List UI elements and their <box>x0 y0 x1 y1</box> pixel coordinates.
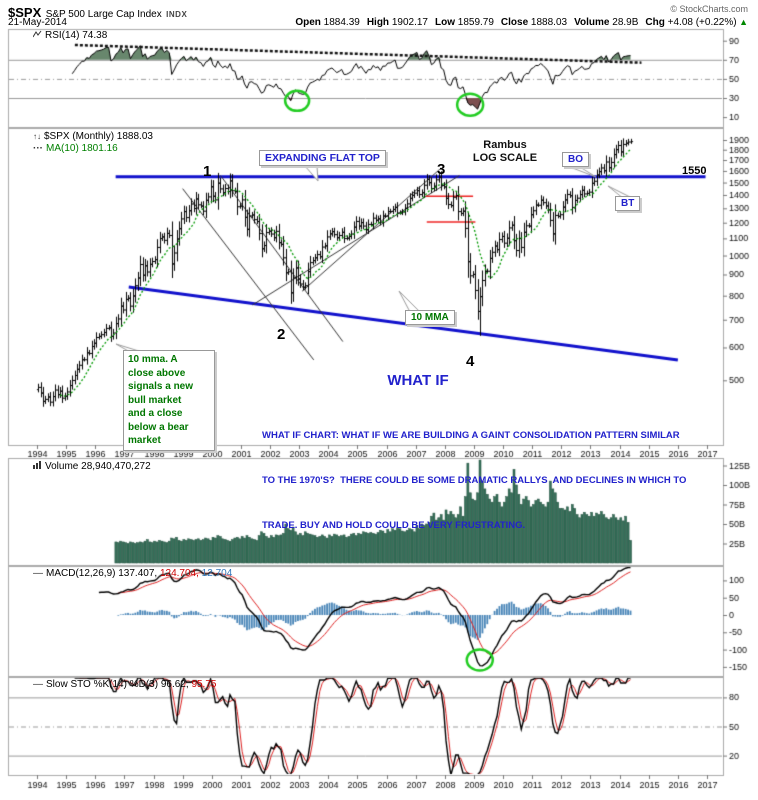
quote-bar: Open 1884.39 High 1902.17 Low 1859.79 Close… <box>288 17 748 28</box>
level-1550-label: 1550 <box>682 164 707 177</box>
log-scale-note: Rambus LOG SCALE <box>472 139 538 164</box>
point-4-label: 4 <box>466 353 475 370</box>
sto-legend: — Slow STO %K(14) %D(3) 96.62, 95.75 <box>33 679 217 690</box>
point-1-label: 1 <box>203 163 212 180</box>
expanding-flat-top-callout: EXPANDING FLAT TOP <box>259 150 386 166</box>
header: $SPX S&P 500 Large Cap Index INDX <box>8 4 187 22</box>
macd-line-icon: — <box>33 568 43 579</box>
symbol-label: $SPX <box>8 5 42 20</box>
rsi-line-icon <box>32 30 42 41</box>
price-legend: ↑↓ $SPX (Monthly) 1888.03 <box>33 131 153 142</box>
ma-legend: ··· MA(10) 1801.16 <box>33 143 118 154</box>
quote-label: Close <box>500 17 529 28</box>
ohlc-bars-icon: ↑↓ <box>33 132 41 141</box>
what-if-paragraph: WHAT IF CHART: WHAT IF WE ARE BUILDING A… <box>262 430 687 531</box>
chart-date: 21-May-2014 <box>8 17 67 28</box>
point-2-label: 2 <box>277 326 286 343</box>
mma-note-box: 10 mma. A close above signals a new bull… <box>123 350 215 451</box>
macd-legend: — MACD(12,26,9) 137.407, 124.704, 12.704 <box>33 568 233 579</box>
exchange-label: INDX <box>166 10 188 19</box>
quote-label: Open <box>295 17 321 28</box>
quote-value: +4.08 (+0.22%) <box>664 17 737 28</box>
quote-label: High <box>366 17 390 28</box>
change-up-arrow-icon: ▲ <box>736 17 748 27</box>
point-3-label: 3 <box>437 161 446 178</box>
quote-value: 1859.79 <box>454 17 494 28</box>
quote-value: 28.9B <box>609 17 639 28</box>
copyright: © StockCharts.com <box>670 4 748 14</box>
quote-label: Volume <box>574 17 610 28</box>
sto-line-icon: — <box>33 679 43 690</box>
rsi-legend: RSI(14) 74.38 <box>32 30 107 41</box>
ten-mma-callout: 10 MMA <box>405 310 455 325</box>
breakout-callout: BO <box>562 152 589 167</box>
volume-bars-icon <box>33 461 42 472</box>
what-if-title: WHAT IF <box>387 372 449 389</box>
quote-value: 1902.17 <box>389 17 428 28</box>
quote-value: 1884.39 <box>320 17 360 28</box>
quote-label: Low <box>434 17 455 28</box>
index-name: S&P 500 Large Cap Index <box>45 9 162 20</box>
volume-legend: Volume 28,940,470,272 <box>33 461 151 472</box>
backtest-callout: BT <box>615 196 641 211</box>
quote-label: Chg <box>645 17 665 28</box>
ma-dotted-icon: ··· <box>33 143 43 154</box>
quote-value: 1888.03 <box>528 17 568 28</box>
